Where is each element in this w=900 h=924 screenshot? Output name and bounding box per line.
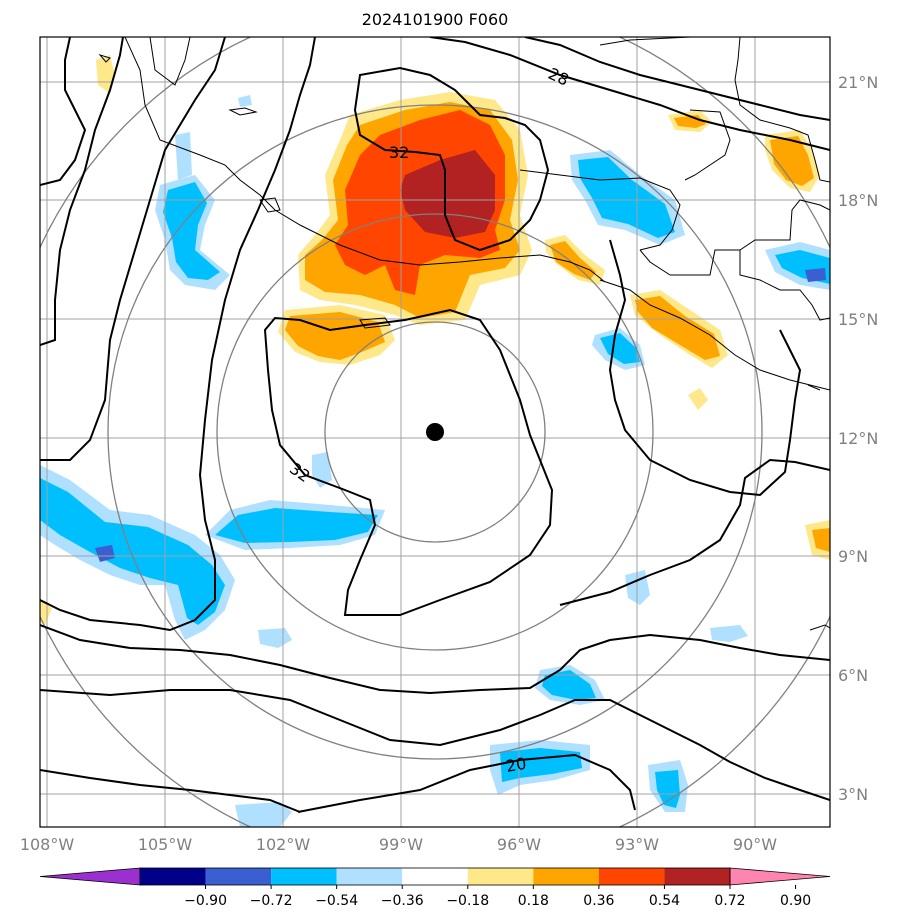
colorbar-tick-label: 0.54: [649, 893, 680, 909]
lat-label-15n: 15°N: [838, 310, 878, 329]
map-title: 2024101900 F060: [361, 10, 509, 29]
colorbar-tick-label: −0.54: [315, 893, 358, 909]
lon-label-93w: 93°W: [615, 835, 659, 854]
contour-label-20: 20: [504, 754, 527, 776]
contour-lines: [40, 37, 830, 813]
colorbar-tick-label: −0.36: [381, 893, 424, 909]
negative-anomaly-shading: [40, 95, 830, 827]
lon-label-90w: 90°W: [733, 835, 777, 854]
longitude-labels: 108°W 105°W 102°W 99°W 96°W 93°W 90°W: [20, 835, 777, 854]
colorbar-tick-label: −0.72: [250, 893, 293, 909]
colorbar-swatch: [205, 868, 272, 885]
map-frame: [39, 36, 831, 828]
colorbar-swatch: [598, 868, 665, 885]
latitude-labels: 21°N 18°N 15°N 12°N 9°N 6°N 3°N: [838, 73, 878, 804]
colorbar-swatch: [336, 868, 403, 885]
colorbar-swatch: [271, 868, 337, 885]
lat-label-6n: 6°N: [838, 666, 868, 685]
colorbar-extend-high: [729, 867, 831, 886]
colorbar-swatch: [664, 868, 730, 885]
colorbar-swatch: [140, 868, 206, 885]
lon-label-108w: 108°W: [20, 835, 75, 854]
lat-label-18n: 18°N: [838, 191, 878, 210]
lat-label-21n: 21°N: [838, 73, 878, 92]
contour-label-32-north: 32: [389, 143, 409, 162]
colorbar-tick-label: 0.36: [583, 893, 614, 909]
colorbar-frame: [139, 867, 731, 886]
colorbar-extend-low: [39, 867, 141, 886]
lon-label-105w: 105°W: [138, 835, 193, 854]
lat-label-9n: 9°N: [838, 547, 868, 566]
colorbar-swatch: [467, 868, 534, 885]
lon-label-102w: 102°W: [256, 835, 311, 854]
colorbar-tick-label: −0.90: [184, 893, 227, 909]
distance-rings: [40, 37, 830, 827]
lon-label-99w: 99°W: [379, 835, 423, 854]
lat-label-12n: 12°N: [838, 429, 878, 448]
lat-label-3n: 3°N: [838, 785, 868, 804]
colorbar-tick-label: 0.72: [714, 893, 745, 909]
colorbar-swatch: [533, 868, 599, 885]
lon-label-96w: 96°W: [497, 835, 541, 854]
colorbar: −0.90 −0.72 −0.54 −0.36 −0.18 0.18 0.36 0.54 0.7…: [39, 867, 831, 909]
coastlines: [98, 37, 830, 631]
storm-center-marker: [426, 423, 444, 441]
colorbar-tick-label: 0.18: [518, 893, 549, 909]
colorbar-tick-label: −0.18: [446, 893, 489, 909]
colorbar-swatch: [402, 868, 468, 885]
colorbar-tick-label: 0.90: [780, 893, 811, 909]
